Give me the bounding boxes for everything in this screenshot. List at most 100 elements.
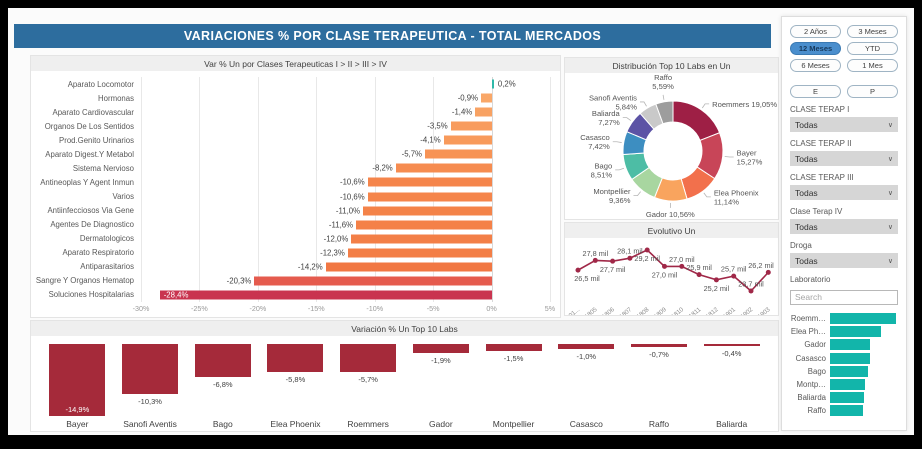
donut-label: Elea Phoenix 11,14%: [714, 188, 759, 206]
page-title: VARIACIONES % POR CLASE TERAPEUTICA - TO…: [14, 24, 771, 48]
x-axis-tick-label: 201807: [613, 306, 634, 315]
bar[interactable]: [49, 344, 106, 416]
filter-dropdown-clase-terap-i[interactable]: Todas ∨: [790, 117, 898, 132]
donut-label: Sanofi Aventis 5,84%: [589, 93, 637, 111]
dropdown-value: Todas: [795, 255, 818, 266]
period-button-6-meses[interactable]: 6 Meses: [790, 59, 841, 72]
filter-label: CLASE TERAP I: [790, 105, 850, 114]
bar[interactable]: [485, 344, 542, 352]
lab-column: -10,3% Sanofi Aventis: [114, 344, 187, 434]
bar-row: Antiinfecciosos Via Gene -11,0%: [31, 204, 560, 218]
bar[interactable]: [356, 220, 492, 230]
bar[interactable]: [325, 262, 492, 272]
bar[interactable]: [194, 344, 251, 377]
chart-title: Var % Un por Clases Terapeuticas I > II …: [31, 56, 560, 71]
filter-dropdown-droga[interactable]: Todas ∨: [790, 253, 898, 268]
category-label: Aparato Digest.Y Metabol: [45, 149, 134, 159]
lab-bar[interactable]: [830, 405, 863, 417]
bar[interactable]: [412, 344, 469, 354]
report-canvas: VARIACIONES % POR CLASE TERAPEUTICA - TO…: [8, 8, 914, 435]
period-button-2-años[interactable]: 2 Años: [790, 25, 841, 38]
button-e[interactable]: E: [790, 85, 841, 98]
value-label: -1,5%: [503, 354, 524, 364]
x-axis-tick-label: 201902: [734, 306, 755, 315]
category-label: Dermatologicos: [79, 234, 134, 244]
point-value-label: 29,2 mil: [634, 254, 660, 263]
bar[interactable]: [159, 290, 492, 300]
line-point[interactable]: [679, 263, 685, 269]
bar[interactable]: [367, 192, 492, 202]
period-slicer: 2 Años 3 Meses 12 Meses YTD 6 Meses 1 Mes: [790, 25, 898, 72]
bar[interactable]: [475, 107, 492, 117]
donut-slice-raffo[interactable]: [655, 100, 674, 125]
chevron-down-icon: ∨: [887, 223, 893, 231]
lab-bar[interactable]: [830, 339, 871, 351]
bar[interactable]: [340, 344, 397, 372]
lab-bar[interactable]: [830, 313, 896, 325]
lab-bar[interactable]: [830, 392, 864, 404]
grid-line: [374, 77, 376, 302]
point-value-label: 23,7 mil: [738, 280, 764, 289]
lab-bar[interactable]: [830, 326, 882, 338]
filter-dropdown-clase-terap-ii[interactable]: Todas ∨: [790, 151, 898, 166]
bar[interactable]: [491, 79, 494, 89]
line-point[interactable]: [592, 257, 598, 263]
x-axis: -30% -25% -20% -15% -10% -5% 0% 5%: [133, 304, 556, 316]
bar[interactable]: [630, 344, 687, 348]
filter-label: CLASE TERAP II: [790, 139, 852, 148]
lab-bar[interactable]: [830, 352, 871, 364]
category-label: Roemmers: [347, 419, 389, 429]
bar[interactable]: [703, 344, 760, 346]
label-leader-line: [662, 94, 665, 100]
filter-dropdown-clase-terap-iii[interactable]: Todas ∨: [790, 185, 898, 200]
bar[interactable]: [347, 248, 492, 258]
lab-column: -14,9% Bayer: [41, 344, 114, 434]
donut-label: Bago 8,51%: [591, 161, 613, 179]
bar[interactable]: [367, 177, 492, 187]
bar[interactable]: [395, 163, 492, 173]
axis-tick-label: -5%: [426, 304, 440, 313]
line-point[interactable]: [575, 267, 581, 273]
bar[interactable]: [267, 344, 324, 373]
line-point[interactable]: [696, 272, 702, 278]
category-label: Hormonas: [98, 93, 134, 103]
period-button-12-meses[interactable]: 12 Meses: [790, 42, 841, 55]
line-point[interactable]: [627, 255, 633, 261]
bar[interactable]: [363, 206, 492, 216]
period-button-1-mes[interactable]: 1 Mes: [847, 59, 898, 72]
axis-tick-label: -20%: [249, 304, 267, 313]
period-button-3-meses[interactable]: 3 Meses: [847, 25, 898, 38]
axis-tick-label: -15%: [307, 304, 325, 313]
bar[interactable]: [443, 135, 492, 145]
value-label: -5,7%: [358, 374, 378, 384]
lab-column: -1,0% Casasco: [550, 344, 623, 434]
bar[interactable]: [481, 93, 492, 103]
bar[interactable]: [558, 344, 615, 349]
button-p[interactable]: P: [847, 85, 898, 98]
line-point[interactable]: [610, 258, 616, 264]
line-point[interactable]: [748, 288, 754, 294]
filter-dropdown-clase-terap-iv[interactable]: Todas ∨: [790, 219, 898, 234]
bar[interactable]: [351, 234, 492, 244]
laboratorio-search-input[interactable]: [790, 289, 898, 305]
chevron-down-icon: ∨: [887, 189, 893, 197]
line-point[interactable]: [713, 277, 719, 283]
line-point[interactable]: [731, 273, 737, 279]
lab-bar[interactable]: [830, 379, 865, 391]
lab-column: -6,8% Bago: [186, 344, 259, 434]
value-label: -0,4%: [721, 349, 742, 358]
line-point[interactable]: [765, 269, 771, 275]
bar[interactable]: [450, 121, 492, 131]
line-point[interactable]: [662, 263, 667, 269]
bar[interactable]: [424, 149, 492, 159]
bar[interactable]: [122, 344, 179, 394]
line-point[interactable]: [644, 247, 650, 253]
lab-bar[interactable]: [830, 365, 868, 377]
category-label: Prod.Genito Urinarios: [59, 135, 134, 145]
lab-label: Raffo: [807, 406, 827, 416]
bar[interactable]: [254, 276, 492, 286]
point-value-label: 26,5 mil: [574, 274, 600, 283]
point-value-label: 25,7 mil: [721, 265, 747, 274]
lab-row: Baliarda: [790, 391, 898, 404]
period-button-ytd[interactable]: YTD: [847, 42, 898, 55]
